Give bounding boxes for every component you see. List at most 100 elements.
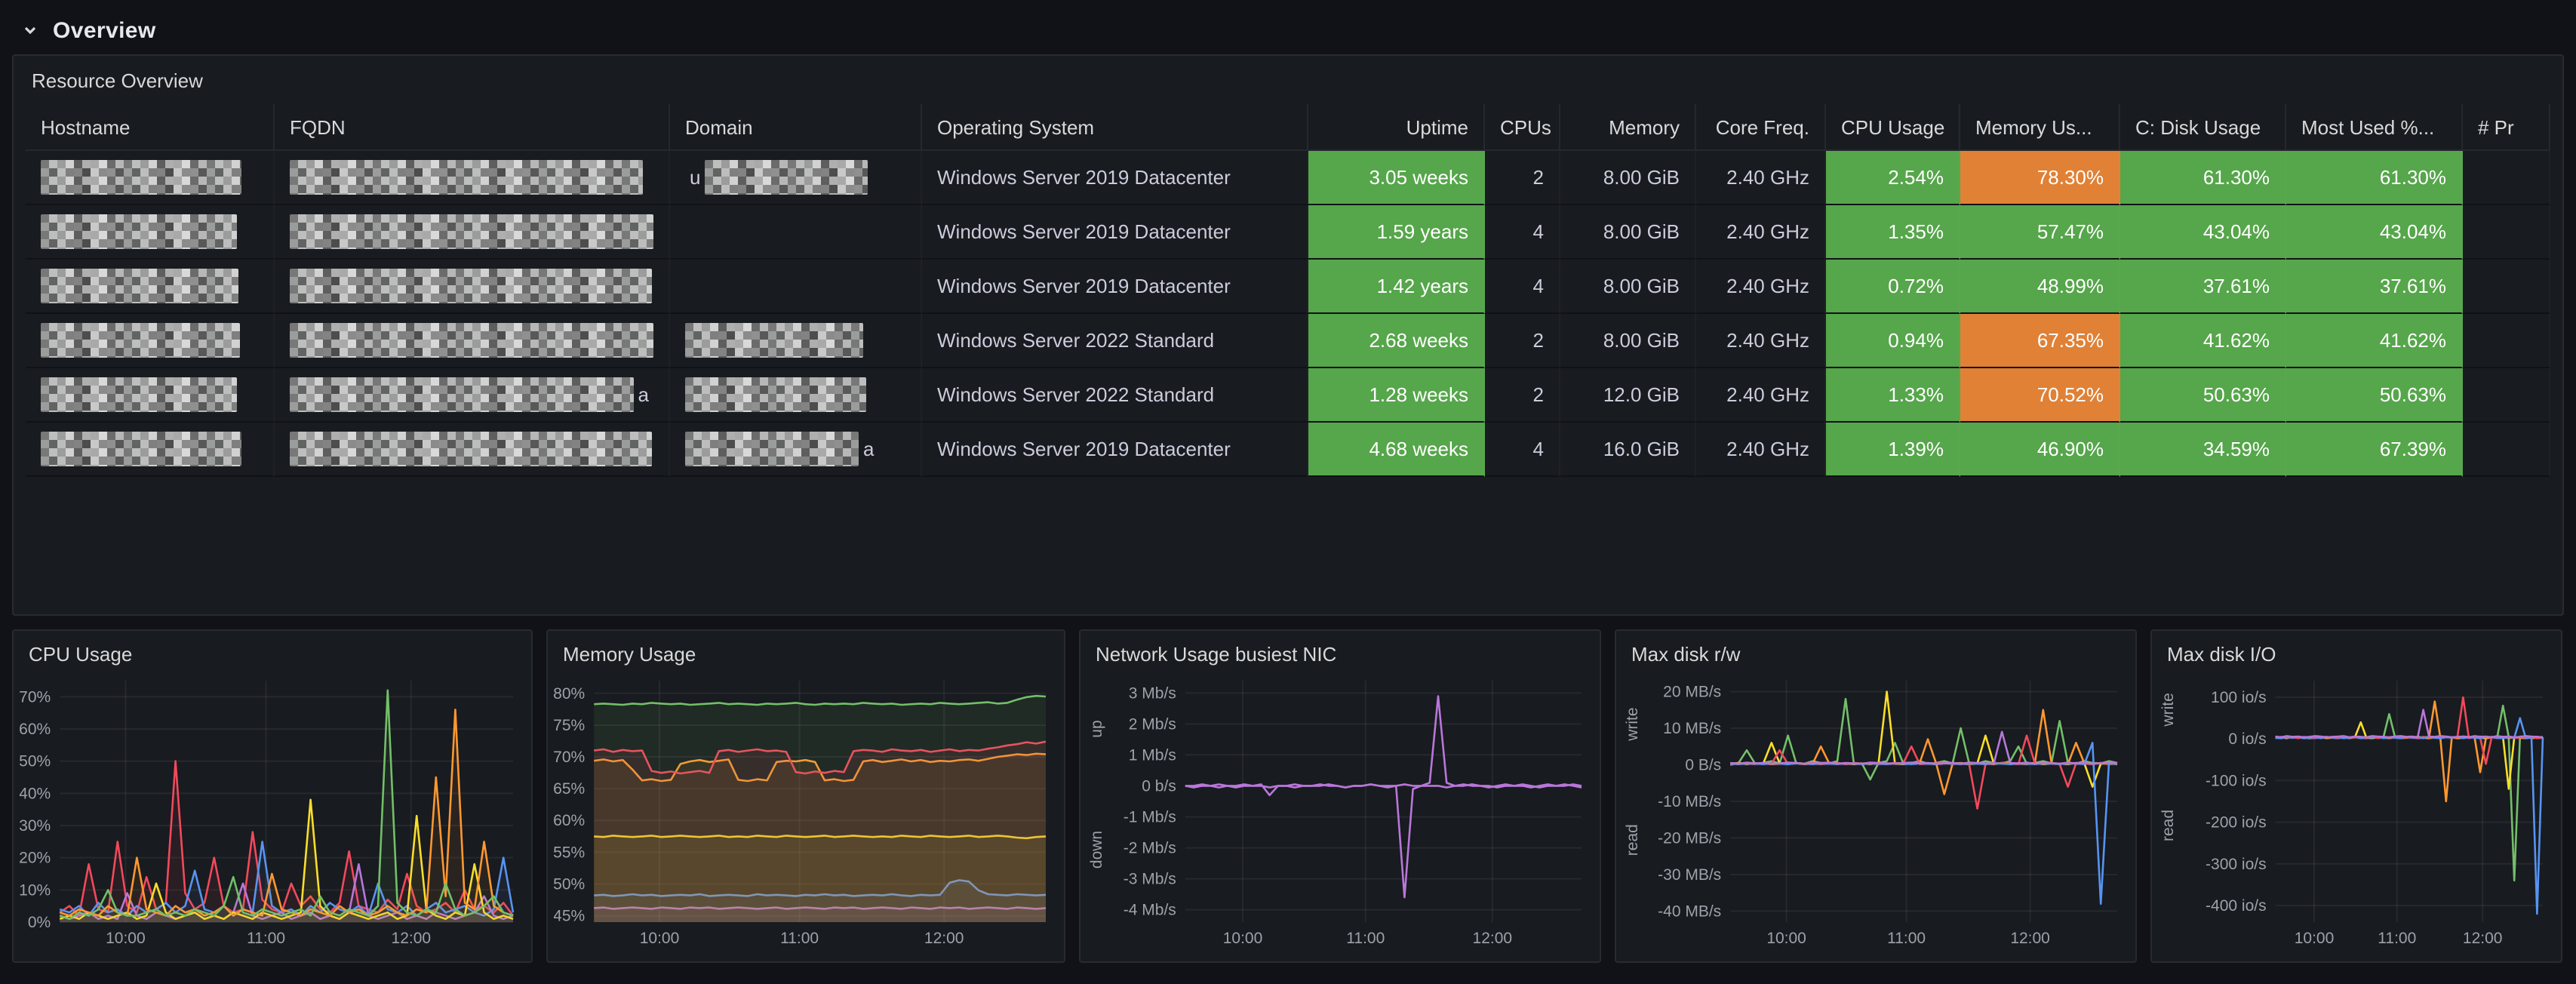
column-header-domain[interactable]: Domain: [670, 104, 922, 151]
cell-uptime: 1.59 years: [1308, 205, 1485, 260]
svg-text:10:00: 10:00: [1223, 930, 1263, 947]
redacted-hostname: [41, 323, 240, 358]
svg-text:10:00: 10:00: [2295, 930, 2335, 947]
svg-text:-100 io/s: -100 io/s: [2206, 772, 2267, 789]
network-usage-chart[interactable]: 3 Mb/s 2 Mb/s 1 Mb/s 0 b/s -1 Mb/s -2 Mb/s -3 …: [1087, 669, 1591, 952]
cell-memory: 16.0 GiB: [1560, 423, 1696, 477]
panel-max-disk-io: Max disk I/O 100 io/s 0 io/s -100 io/s -200…: [2150, 629, 2562, 963]
cell-processes: [2463, 368, 2550, 423]
panel-resource-overview: Resource Overview Hostname FQDN Domain Oper…: [12, 54, 2564, 616]
cell-c-disk-usage: 61.30%: [2120, 151, 2286, 205]
cell-core-freq: 2.40 GHz: [1696, 205, 1826, 260]
resource-table: Hostname FQDN Domain Operating System Uptime…: [26, 104, 2550, 477]
column-header-uptime[interactable]: Uptime: [1308, 104, 1485, 151]
cell-most-used: 67.39%: [2286, 423, 2463, 477]
redacted-fqdn: [290, 377, 634, 412]
svg-text:12:00: 12:00: [2010, 930, 2050, 947]
chart-canvas: 3 Mb/s 2 Mb/s 1 Mb/s 0 b/s -1 Mb/s -2 Mb/s -3 …: [1088, 681, 1582, 947]
svg-text:down: down: [1088, 831, 1105, 869]
cell-cpus: 2: [1485, 314, 1560, 368]
redacted-hostname: [41, 269, 238, 303]
cell-cpu-usage: 1.33%: [1826, 368, 1960, 423]
cell-operating-system: Windows Server 2019 Datacenter: [922, 260, 1308, 314]
column-header-hostname[interactable]: Hostname: [26, 104, 275, 151]
svg-text:0 io/s: 0 io/s: [2228, 730, 2266, 748]
svg-text:60%: 60%: [554, 812, 585, 829]
redacted-domain: [705, 160, 868, 195]
memory-usage-chart[interactable]: 80% 75% 70% 65% 60% 55% 50% 45% 10:00 11:00 12:00: [553, 669, 1055, 952]
cell-operating-system: Windows Server 2019 Datacenter: [922, 423, 1308, 477]
svg-text:80%: 80%: [554, 685, 585, 703]
column-header-operating-system[interactable]: Operating System: [922, 104, 1308, 151]
cell-memory-usage: 78.30%: [1960, 151, 2120, 205]
cell-domain: u: [670, 151, 922, 205]
section-header-overview[interactable]: Overview: [0, 6, 2576, 54]
column-header-memory-us[interactable]: Memory Us...: [1960, 104, 2120, 151]
svg-text:11:00: 11:00: [1346, 930, 1385, 947]
panel-title-max-disk-io[interactable]: Max disk I/O: [2167, 643, 2276, 666]
max-disk-io-chart[interactable]: 100 io/s 0 io/s -100 io/s -200 io/s -300 io/…: [2158, 669, 2552, 952]
cell-most-used: 37.61%: [2286, 260, 2463, 314]
column-header-core-freq[interactable]: Core Freq.: [1696, 104, 1826, 151]
cell-uptime: 3.05 weeks: [1308, 151, 1485, 205]
cell-hostname: [26, 368, 275, 423]
cell-core-freq: 2.40 GHz: [1696, 423, 1826, 477]
cell-most-used: 50.63%: [2286, 368, 2463, 423]
svg-text:50%: 50%: [554, 875, 585, 893]
column-header-c-disk-usage[interactable]: C: Disk Usage: [2120, 104, 2286, 151]
cell-memory: 8.00 GiB: [1560, 314, 1696, 368]
svg-text:11:00: 11:00: [247, 930, 285, 947]
cell-memory-usage: 57.47%: [1960, 205, 2120, 260]
max-disk-rw-chart[interactable]: 20 MB/s 10 MB/s 0 B/s -10 MB/s -20 MB/s -30 M…: [1622, 669, 2126, 952]
redacted-hostname: [41, 432, 241, 466]
column-header-memory[interactable]: Memory: [1560, 104, 1696, 151]
svg-text:70%: 70%: [554, 749, 585, 766]
svg-text:65%: 65%: [554, 780, 585, 798]
cpu-usage-chart[interactable]: 70% 60% 50% 40% 30% 20% 10% 0% 10:00 11:00 12:00: [19, 669, 522, 952]
cell-cpu-usage: 1.39%: [1826, 423, 1960, 477]
svg-text:12:00: 12:00: [2463, 930, 2503, 947]
column-header-pr[interactable]: # Pr: [2463, 104, 2550, 151]
svg-text:-10 MB/s: -10 MB/s: [1658, 793, 1721, 810]
column-header-cpus[interactable]: CPUs: [1485, 104, 1560, 151]
cell-domain: [670, 260, 922, 314]
svg-text:30%: 30%: [20, 817, 51, 835]
chart-canvas: 70% 60% 50% 40% 30% 20% 10% 0% 10:00 11:00 12:00: [19, 681, 515, 947]
svg-text:10:00: 10:00: [1766, 930, 1806, 947]
svg-text:60%: 60%: [20, 721, 51, 738]
panel-title-resource-overview[interactable]: Resource Overview: [32, 69, 203, 92]
svg-text:0 b/s: 0 b/s: [1142, 777, 1176, 795]
svg-text:50%: 50%: [20, 753, 51, 770]
panel-title-memory-usage[interactable]: Memory Usage: [563, 643, 696, 666]
redacted-domain: [685, 323, 863, 358]
column-header-fqdn[interactable]: FQDN: [275, 104, 670, 151]
cell-operating-system: Windows Server 2019 Datacenter: [922, 151, 1308, 205]
cell-fqdn: [275, 151, 670, 205]
svg-text:write: write: [1624, 707, 1641, 741]
panel-title-network-usage[interactable]: Network Usage busiest NIC: [1096, 643, 1337, 666]
cell-hostname: [26, 260, 275, 314]
cell-cpu-usage: 1.35%: [1826, 205, 1960, 260]
panel-title-max-disk-rw[interactable]: Max disk r/w: [1631, 643, 1741, 666]
svg-text:0 B/s: 0 B/s: [1685, 757, 1721, 774]
column-header-cpu-usage[interactable]: CPU Usage: [1826, 104, 1960, 151]
svg-text:12:00: 12:00: [1473, 930, 1513, 947]
svg-text:1 Mb/s: 1 Mb/s: [1129, 746, 1176, 764]
column-header-most-used[interactable]: Most Used %...: [2286, 104, 2463, 151]
cell-processes: [2463, 314, 2550, 368]
cell-c-disk-usage: 50.63%: [2120, 368, 2286, 423]
svg-text:40%: 40%: [20, 785, 51, 802]
cell-operating-system: Windows Server 2022 Standard: [922, 314, 1308, 368]
cell-fqdn: [275, 205, 670, 260]
chart-canvas: 80% 75% 70% 65% 60% 55% 50% 45% 10:00 11:00 12:00: [553, 681, 1047, 947]
svg-text:12:00: 12:00: [924, 930, 964, 947]
panel-title-cpu-usage[interactable]: CPU Usage: [29, 643, 133, 666]
svg-text:0%: 0%: [28, 914, 51, 931]
cell-cpu-usage: 2.54%: [1826, 151, 1960, 205]
cell-c-disk-usage: 37.61%: [2120, 260, 2286, 314]
svg-text:70%: 70%: [20, 688, 51, 706]
redacted-domain: [685, 432, 859, 466]
cell-text: a: [863, 438, 875, 460]
cell-uptime: 1.42 years: [1308, 260, 1485, 314]
svg-text:-4 Mb/s: -4 Mb/s: [1124, 902, 1176, 919]
